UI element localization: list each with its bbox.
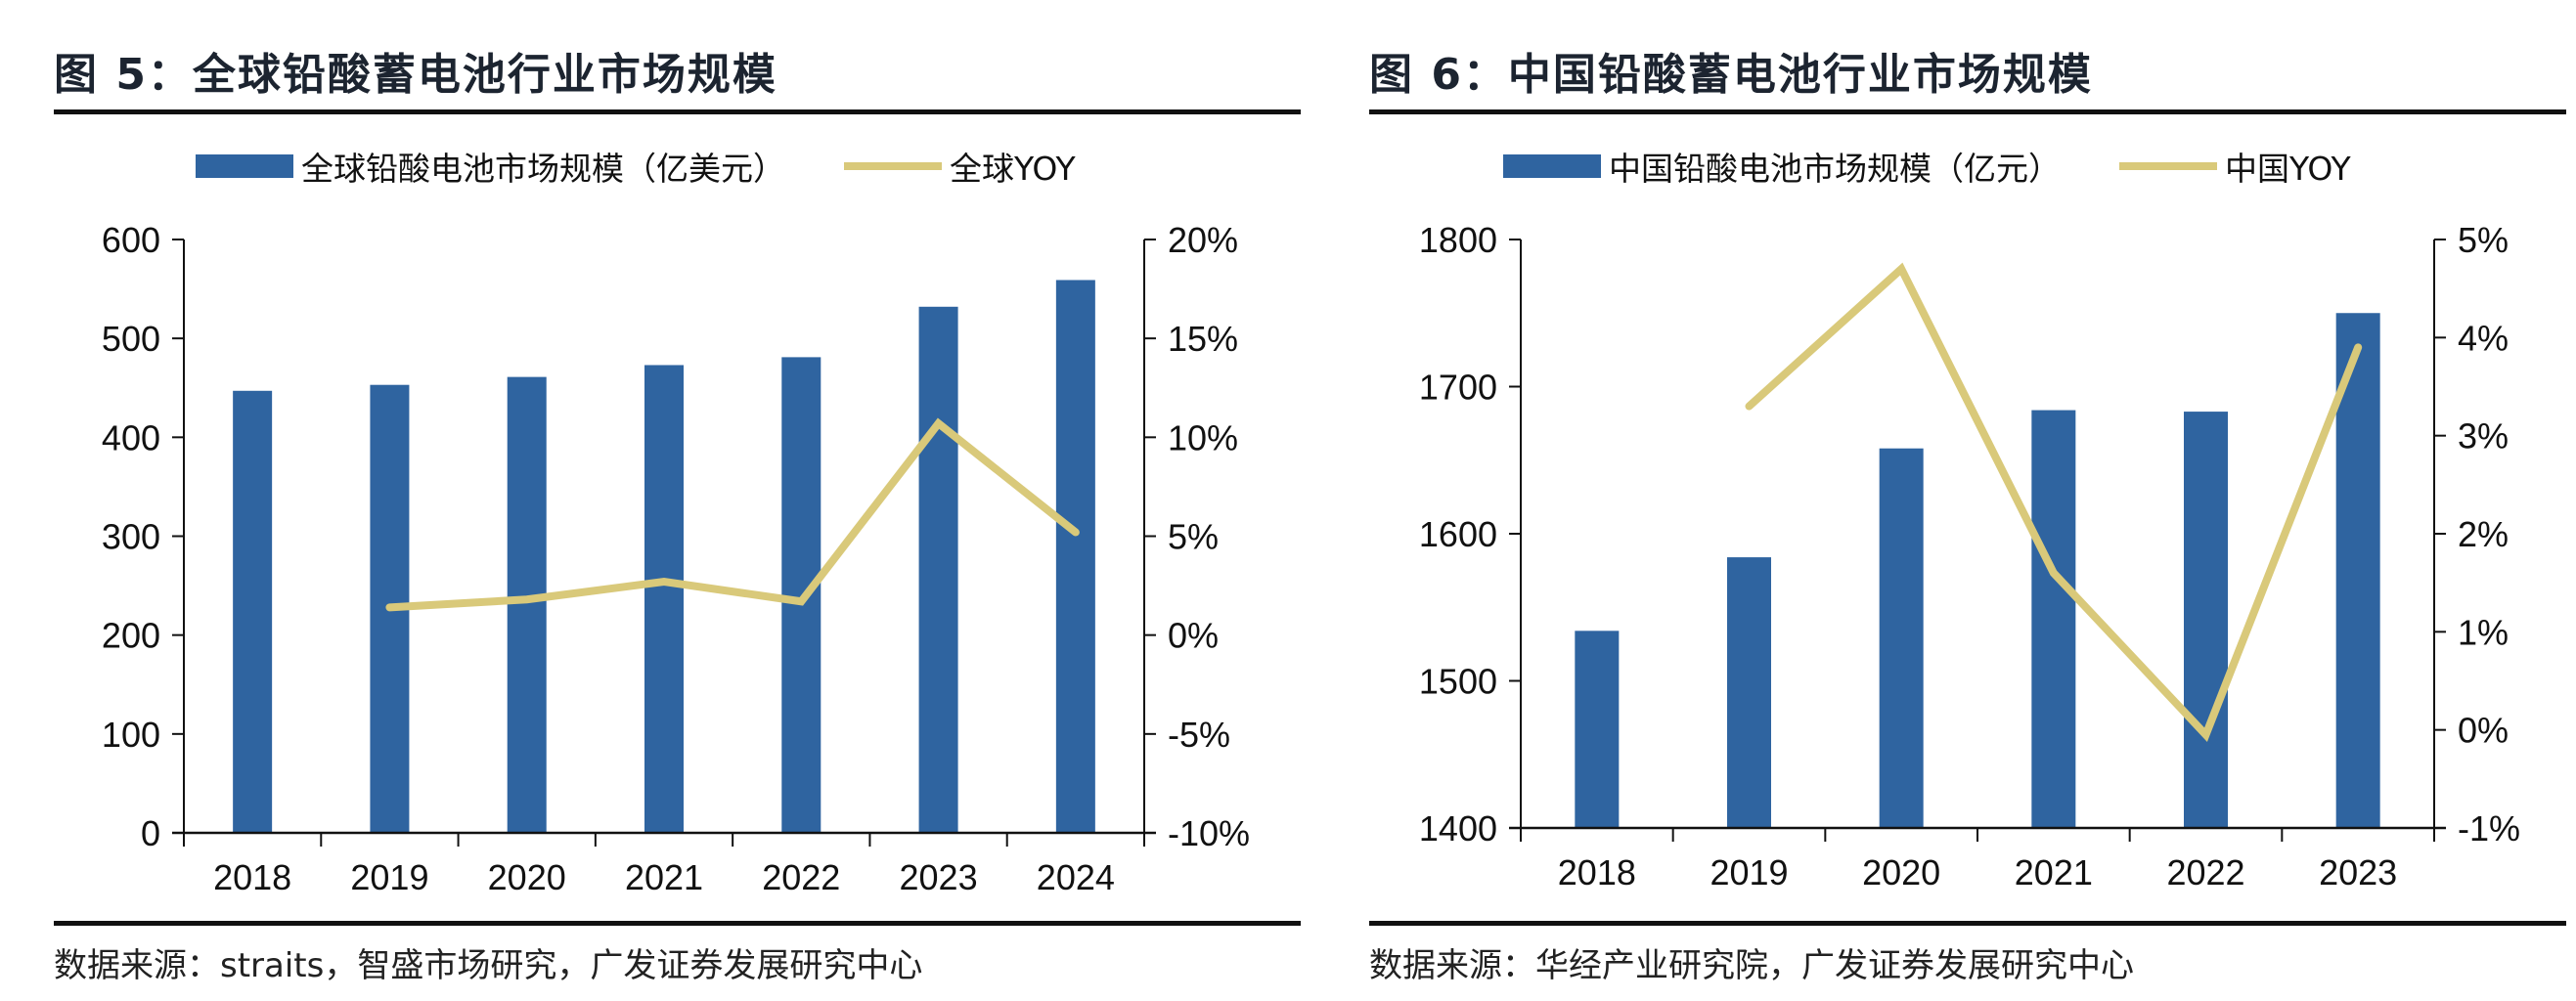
- x-tick-label: 2018: [1558, 852, 1636, 892]
- right-tick-label: -10%: [1168, 813, 1250, 853]
- figure-6-title: 图 6：中国铅酸蓄电池行业市场规模: [1369, 50, 2093, 100]
- bar-2018: [233, 390, 273, 833]
- figure-6-title-rule: [1369, 109, 2566, 114]
- yoy-point-2023: [938, 422, 940, 424]
- yoy-point-2024: [1075, 531, 1077, 533]
- yoy-point-2021: [2053, 572, 2055, 574]
- bar-2022: [781, 357, 822, 833]
- left-tick-label: 100: [102, 715, 160, 755]
- bar-2019: [1727, 557, 1771, 828]
- left-tick-label: 1700: [1419, 368, 1497, 408]
- right-tick-label: 20%: [1168, 220, 1238, 260]
- right-tick-label: 0%: [1168, 616, 1219, 656]
- figure-5-title-rule: [54, 109, 1301, 114]
- yoy-point-2023: [2357, 346, 2359, 348]
- figure-6-chart: 1400 1500 1600 1700 1800 -1% 0% 1% 2% 3% 4% 5% 2018 2…: [1419, 220, 2520, 892]
- yoy-point-2022: [2205, 734, 2206, 736]
- bar-2021: [2031, 410, 2076, 828]
- left-tick-label: 400: [102, 417, 160, 457]
- figure-5-source-rule: [54, 921, 1301, 926]
- yoy-point-2019: [388, 606, 390, 608]
- yoy-line: [385, 417, 1080, 612]
- yoy-point-2020: [1900, 268, 1902, 270]
- x-tick-label: 2019: [350, 857, 428, 897]
- legend-bar-swatch: [196, 154, 293, 178]
- x-tick-label: 2020: [1862, 852, 1940, 892]
- x-tick-label: 2020: [488, 857, 566, 897]
- right-tick-label: 5%: [1168, 517, 1219, 557]
- left-tick-label: 600: [102, 220, 160, 260]
- x-tick-label: 2022: [762, 857, 840, 897]
- yoy-point-2019: [1749, 406, 1750, 408]
- x-tick-label: 2019: [1710, 852, 1788, 892]
- left-tick-label: 0: [141, 813, 160, 853]
- figure-6-source: 数据来源：华经产业研究院，广发证券发展研究中心: [1369, 946, 2134, 985]
- right-tick-label: 1%: [2458, 612, 2509, 652]
- bar-2020: [1879, 448, 1924, 828]
- x-tick-label: 2018: [213, 857, 291, 897]
- legend-line-swatch: [844, 162, 942, 170]
- right-tick-label: -1%: [2458, 808, 2520, 849]
- figure-5-chart: 0 100 200 300 400 500 600 -10% -5% 0% 5% 10% 15% 20% 2…: [102, 220, 1250, 897]
- legend-line-swatch: [2119, 162, 2217, 170]
- x-tick-label: 2023: [2319, 852, 2397, 892]
- x-tick-label: 2024: [1037, 857, 1115, 897]
- figure-6-source-rule: [1369, 921, 2566, 926]
- figure-5-legend: 全球铅酸电池市场规模（亿美元） 全球YOY: [196, 147, 1076, 188]
- right-tick-label: 5%: [2458, 220, 2509, 260]
- right-tick-label: 4%: [2458, 318, 2509, 358]
- left-tick-label: 1600: [1419, 514, 1497, 554]
- legend-line-label: 中国YOY: [2225, 150, 2351, 188]
- figure-5-source: 数据来源：straits，智盛市场研究，广发证券发展研究中心: [54, 946, 923, 985]
- left-tick-label: 1400: [1419, 808, 1497, 849]
- legend-bar-label: 中国铅酸电池市场规模（亿元）: [1609, 150, 2061, 188]
- x-tick-label: 2021: [625, 857, 703, 897]
- figure-6-panel: 图 6：中国铅酸蓄电池行业市场规模 中国铅酸电池市场规模（亿元） 中国YOY 1…: [1359, 0, 2576, 1001]
- right-tick-label: -5%: [1168, 715, 1230, 755]
- bar-2021: [644, 365, 684, 833]
- bar-2020: [507, 376, 547, 833]
- figure-5-panel: 图 5：全球铅酸蓄电池行业市场规模 全球铅酸电池市场规模（亿美元） 全球YOY …: [54, 50, 1301, 985]
- bar-2023: [2335, 313, 2380, 828]
- bar-2018: [1575, 631, 1620, 828]
- bar-2022: [2184, 412, 2228, 828]
- left-tick-label: 1800: [1419, 220, 1497, 260]
- right-tick-label: 3%: [2458, 416, 2509, 457]
- x-tick-label: 2023: [900, 857, 978, 897]
- right-tick-label: 15%: [1168, 319, 1238, 359]
- x-tick-label: 2022: [2166, 852, 2244, 892]
- legend-bar-label: 全球铅酸电池市场规模（亿美元）: [301, 150, 785, 188]
- yoy-point-2020: [526, 598, 528, 600]
- bar-2024: [1055, 280, 1095, 833]
- figure-5-title: 图 5：全球铅酸蓄电池行业市场规模: [54, 50, 777, 100]
- left-tick-label: 200: [102, 616, 160, 656]
- right-tick-label: 0%: [2458, 711, 2509, 751]
- right-tick-label: 2%: [2458, 514, 2509, 554]
- figure-6-legend: 中国铅酸电池市场规模（亿元） 中国YOY: [1503, 147, 2351, 188]
- x-tick-label: 2021: [2015, 852, 2093, 892]
- bar-2023: [918, 306, 958, 833]
- left-tick-label: 500: [102, 319, 160, 359]
- right-tick-label: 10%: [1168, 417, 1238, 457]
- legend-bar-swatch: [1503, 154, 1601, 178]
- yoy-point-2021: [663, 581, 665, 583]
- legend-line-label: 全球YOY: [950, 150, 1076, 188]
- yoy-point-2022: [800, 600, 802, 602]
- left-tick-label: 300: [102, 517, 160, 557]
- left-tick-label: 1500: [1419, 662, 1497, 702]
